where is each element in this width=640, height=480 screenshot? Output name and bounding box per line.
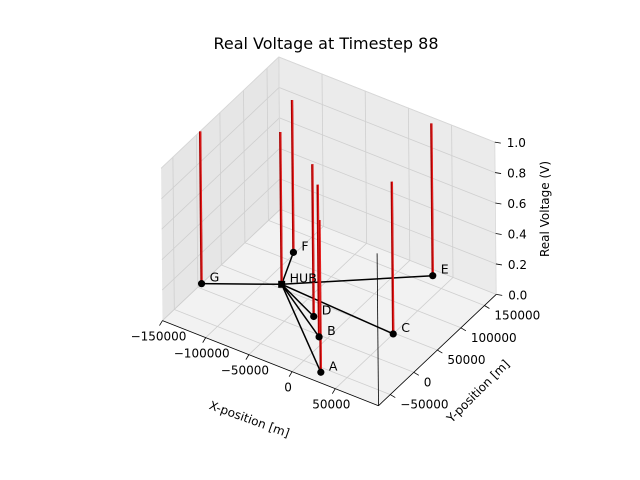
pane-edge [160,56,497,295]
stem-highlight-A [319,219,322,373]
z-tick [495,233,502,235]
voltage-stems [198,100,434,373]
stem-E [430,123,434,276]
x-tick-label: 50000 [312,398,350,412]
z-tick-label: 1.0 [507,136,526,150]
z-tick-label: 0.2 [508,258,527,272]
z-tick [496,294,503,296]
node-label-B: B [327,323,336,338]
x-tick-label: −100000 [174,347,230,361]
node-label-E: E [441,262,449,277]
z-tick [494,141,501,144]
stem-A [318,219,323,373]
node-marker-HUB [278,280,286,288]
y-tick [390,394,396,398]
node-label-G: G [210,270,220,285]
y-tick [460,327,467,332]
x-tick [245,354,250,360]
y-tick [437,349,443,354]
stem-HUB [279,131,283,285]
edge-hub-B [281,283,320,338]
axes: −150000 −100000 −50000 0 50000 −50000 0 50000 10… [131,136,541,412]
x-tick [288,371,293,377]
z-tick-label: 0.8 [507,167,526,181]
z-tick [495,263,502,266]
stem-highlight-HUB [280,131,283,285]
x-tick-label: −50000 [221,364,269,378]
stem-highlight-D [312,164,315,317]
z-tick-label: 0.4 [508,227,527,241]
stem-D [311,164,315,317]
z-tick-label: 0.0 [508,288,527,302]
node-label-F: F [301,238,308,253]
chart-title: Real Voltage at Timestep 88 [213,34,438,53]
y-tick-label: 150000 [494,309,540,323]
x-tick-label: 0 [284,381,292,395]
z-tick [495,202,502,205]
x-tick [159,320,163,326]
node-label-C: C [401,320,410,335]
nodes: HUB A B C D E F G [197,238,449,376]
stem-C [390,181,395,334]
edge-hub-E [281,274,433,286]
x-tick [331,388,336,394]
y-tick [413,371,420,376]
z-tick [495,172,502,174]
x-tick [202,337,207,343]
stem-highlight-G [200,131,203,284]
x-tick-label: −150000 [131,330,187,344]
node-marker-F [289,248,298,256]
stem-F [290,100,295,253]
node-marker-B [315,333,323,341]
z-tick-label: 0.6 [507,197,526,211]
edge-hub-C [281,283,394,335]
edge-hub-A [280,283,322,373]
node-marker-C [389,330,397,338]
x-axis-label: X-position [m] [207,398,291,440]
edge-hub-F [280,252,295,285]
node-marker-A [317,368,325,376]
edge-hub-D [281,283,315,318]
y-tick [484,305,490,309]
y-tick-label: 50000 [447,353,485,367]
back-pane [278,57,497,295]
stem-highlight-B [317,184,321,337]
stem-G [198,131,203,284]
stem-highlight-C [392,181,395,334]
stem-highlight-E [431,123,434,276]
node-marker-E [429,272,437,280]
y-tick-label: −50000 [400,398,448,412]
node-label-A: A [329,358,338,373]
y-axis-label: Y-position [m] [443,357,512,426]
node-label-D: D [322,302,332,317]
y-tick-label: 0 [424,375,432,389]
node-marker-G [197,280,206,288]
y-tick-label: 100000 [471,331,517,345]
stem-highlight-F [292,100,295,253]
edge-hub-G [201,282,282,286]
x-axis-line [162,320,379,407]
node-label-HUB: HUB [290,270,317,285]
z-axis-label: Real Voltage (V) [538,161,552,257]
stem-B [316,184,321,337]
hub-edges [201,252,433,373]
node-marker-D [310,312,318,321]
